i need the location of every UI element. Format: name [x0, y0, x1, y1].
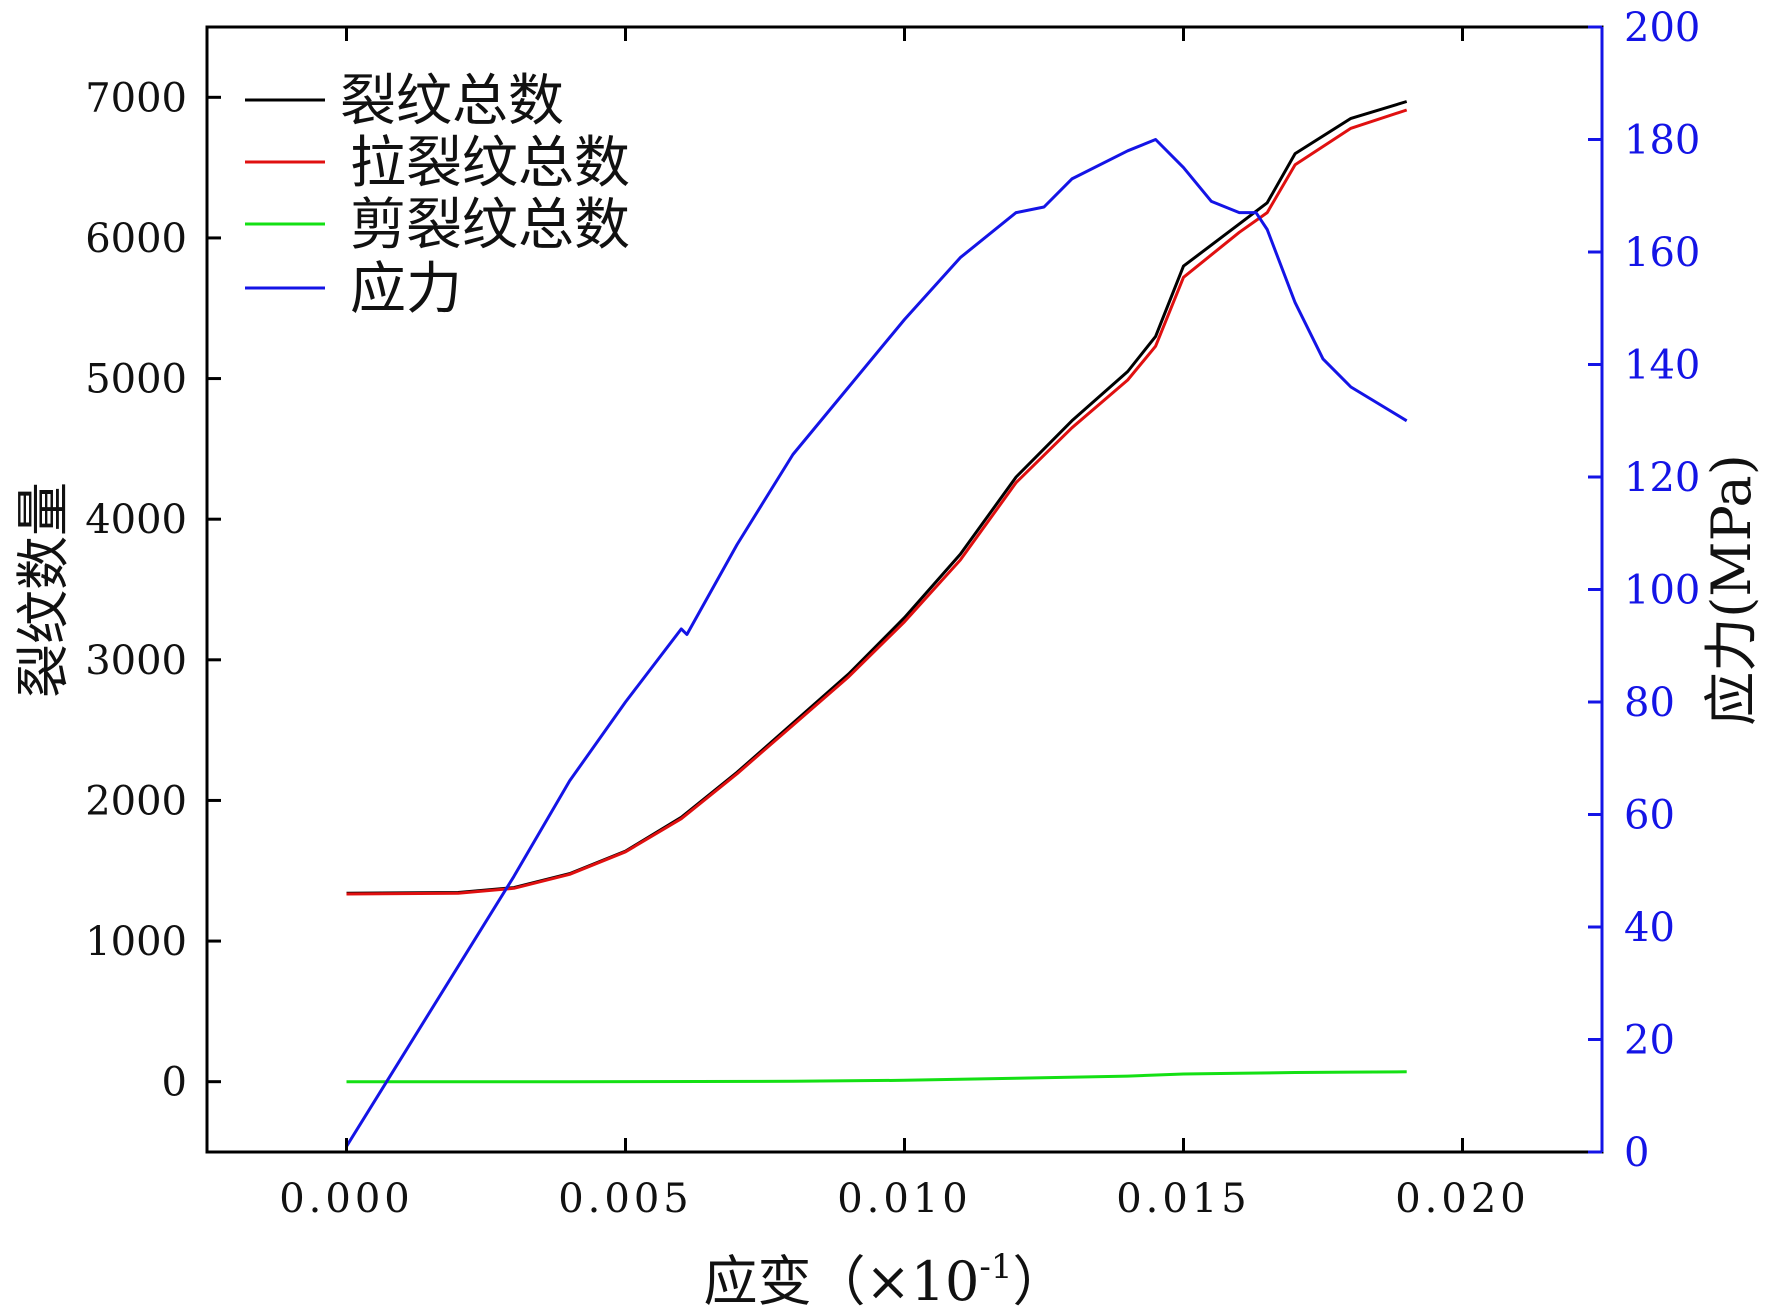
y-right-tick-label: 140: [1624, 343, 1700, 389]
series-line-3: [345, 138, 1408, 1148]
y-left-tick-label: 0: [162, 1060, 187, 1106]
y-right-tick-label: 40: [1624, 905, 1675, 951]
series-line-2: [346, 1070, 1407, 1084]
series-points-1: [346, 109, 1407, 895]
x-axis-title: 应变（×10-1）: [703, 1247, 1066, 1313]
y-left-tick-label: 7000: [85, 75, 187, 121]
x-tick-label: 0.015: [1116, 1176, 1251, 1222]
y-right-tick-label: 60: [1624, 793, 1675, 839]
y-axis-right-title: 应力(MPa): [1700, 454, 1763, 726]
legend-label-3: 应力: [350, 257, 462, 322]
y-right-tick-label: 180: [1624, 118, 1700, 164]
legend-label-2: 剪裂纹总数: [350, 193, 630, 258]
y-right-tick-label: 160: [1624, 230, 1700, 276]
x-tick-label: 0.000: [279, 1176, 414, 1222]
y-axis-left-title: 裂纹数量: [12, 482, 75, 698]
x-tick-label: 0.005: [558, 1176, 693, 1222]
x-axis-title-main: 应变（×10: [703, 1250, 979, 1313]
x-axis-title-close: ）: [1013, 1250, 1067, 1313]
ticks-layer: 0.000 0.005 0.010 0.015 0.020010002000300040…: [85, 5, 1700, 1222]
x-tick-label: 0.020: [1395, 1176, 1530, 1222]
y-left-tick-label: 1000: [85, 919, 187, 965]
y-left-tick-label: 4000: [85, 497, 187, 543]
series-layer: [345, 100, 1408, 1148]
y-right-tick-label: 120: [1624, 455, 1700, 501]
y-left-tick-label: 2000: [85, 778, 187, 824]
y-right-tick-label: 0: [1624, 1130, 1649, 1176]
y-right-tick-label: 100: [1624, 568, 1700, 614]
x-tick-label: 0.010: [837, 1176, 972, 1222]
legend-label-0: 裂纹总数: [340, 69, 564, 134]
x-axis-title-exponent: -1: [979, 1247, 1012, 1287]
y-left-tick-label: 3000: [85, 638, 187, 684]
y-right-tick-label: 80: [1624, 680, 1675, 726]
series-points-2: [346, 1071, 1407, 1082]
y-left-tick-label: 6000: [85, 216, 187, 262]
y-left-tick-label: 5000: [85, 357, 187, 403]
y-right-tick-label: 200: [1624, 5, 1700, 51]
y-right-tick-label: 20: [1624, 1018, 1675, 1064]
series-points-3: [346, 139, 1407, 1147]
legend-label-1: 拉裂纹总数: [350, 131, 630, 196]
